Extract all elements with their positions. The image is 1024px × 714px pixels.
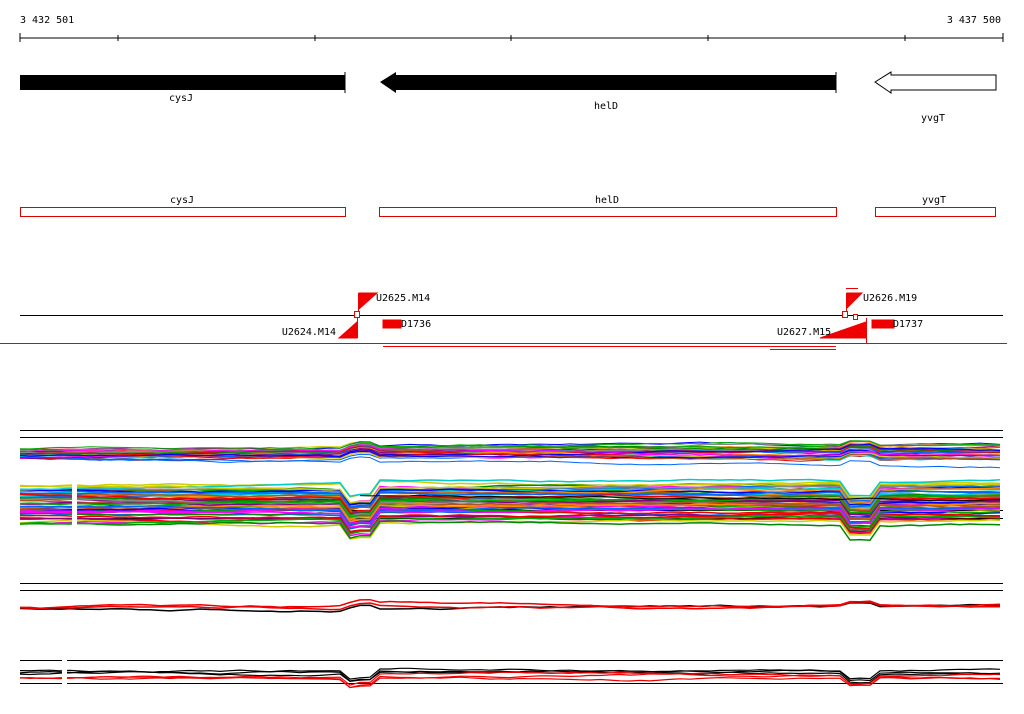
profile-line bbox=[19, 486, 1001, 506]
feature-label: D1736 bbox=[401, 319, 431, 330]
profile-line bbox=[20, 598, 1001, 609]
profile-line bbox=[19, 671, 1001, 686]
profile-line bbox=[19, 483, 1001, 504]
cds-label: yvgT bbox=[922, 195, 946, 206]
feature-label: U2624.M14 bbox=[282, 327, 336, 338]
expression-profiles bbox=[19, 440, 1001, 689]
gap bbox=[62, 660, 67, 686]
feature-label: U2627.M15 bbox=[777, 327, 831, 338]
cds-label: cysJ bbox=[170, 195, 194, 206]
profile-line bbox=[19, 440, 1000, 450]
gene-helD bbox=[380, 72, 836, 93]
ruler-start: 3 432 501 bbox=[20, 15, 74, 26]
gap bbox=[72, 480, 77, 536]
feature-marks bbox=[337, 288, 895, 350]
profile-line bbox=[359, 494, 1001, 502]
profile-line bbox=[19, 440, 1001, 456]
cds-label: helD bbox=[595, 195, 619, 206]
ruler bbox=[19, 33, 1004, 42]
profile-line bbox=[19, 601, 1001, 611]
profile-line bbox=[19, 513, 1001, 533]
ruler-end: 3 437 500 bbox=[947, 15, 1001, 26]
gene-label: yvgT bbox=[921, 113, 945, 124]
gene-cysJ bbox=[20, 75, 345, 90]
profile-line bbox=[19, 514, 1001, 535]
gene-label: cysJ bbox=[169, 93, 193, 104]
profile-line bbox=[19, 443, 1001, 458]
gene-yvgT bbox=[874, 71, 997, 94]
profile-line bbox=[19, 446, 1000, 456]
profile-line bbox=[19, 490, 1001, 509]
profile-line bbox=[19, 444, 1001, 457]
gene-label: helD bbox=[594, 101, 618, 112]
track-frames bbox=[20, 430, 1003, 684]
profile-line bbox=[19, 483, 1001, 506]
feature-label: D1737 bbox=[893, 319, 923, 330]
profile-line bbox=[19, 520, 1001, 541]
profile-line bbox=[19, 505, 1001, 526]
profile-line bbox=[19, 507, 1001, 529]
profile-line bbox=[19, 456, 1001, 469]
feature-label: U2625.M14 bbox=[376, 293, 430, 304]
profile-line bbox=[19, 480, 1001, 499]
feature-label: U2626.M19 bbox=[863, 293, 917, 304]
profile-line bbox=[19, 491, 1001, 512]
cds-track bbox=[20, 207, 996, 217]
